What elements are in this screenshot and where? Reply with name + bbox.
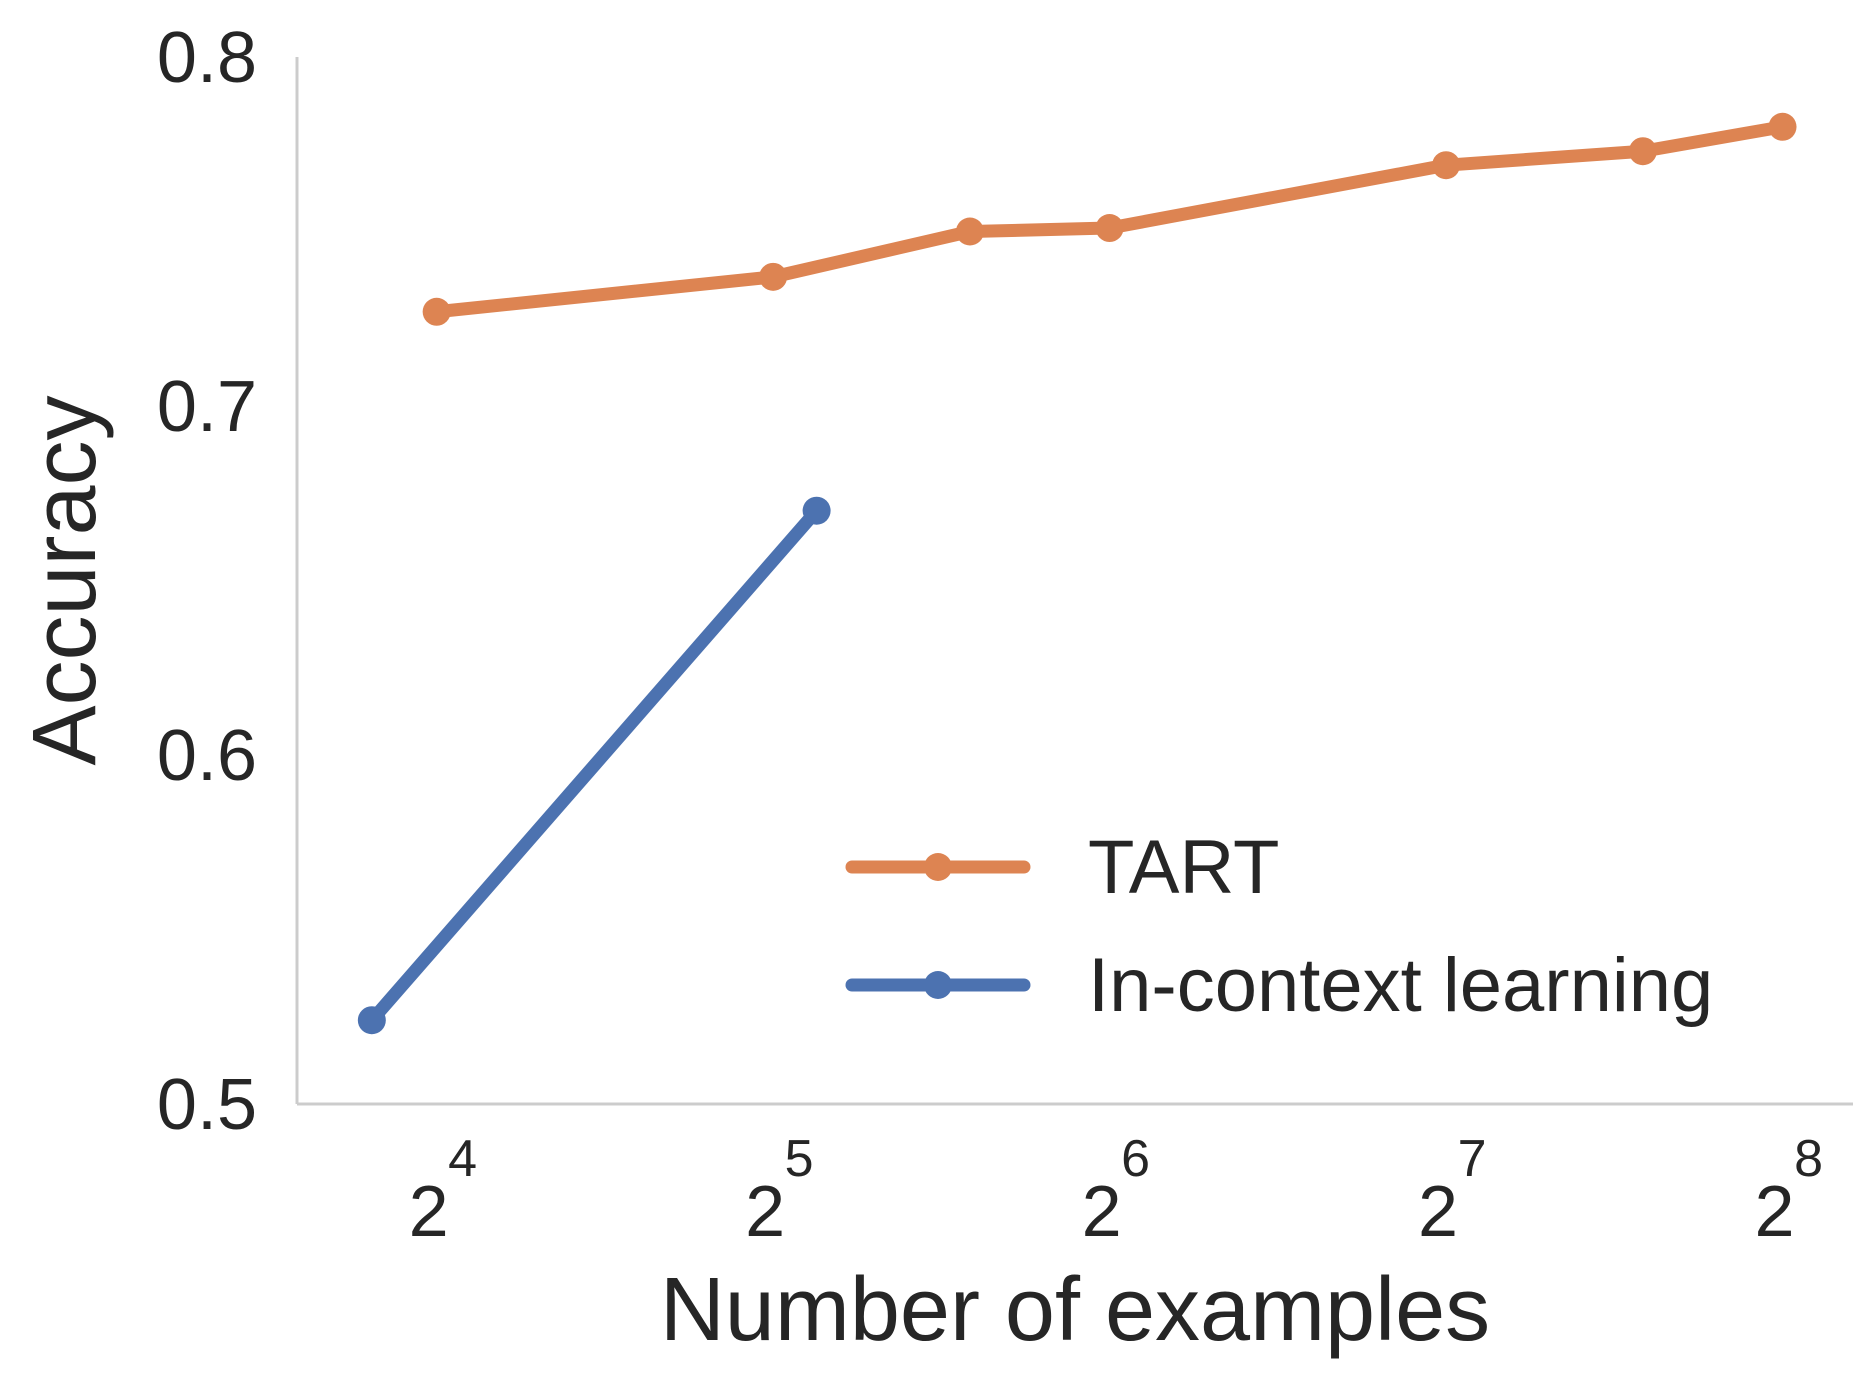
y-tick-labels: 0.5 0.6 0.7 0.8 <box>157 18 257 1145</box>
data-point <box>1768 112 1797 141</box>
x-tick-exponent: 7 <box>1458 1130 1487 1188</box>
data-point <box>1432 151 1461 180</box>
y-tick-label: 0.8 <box>157 18 257 98</box>
x-tick-label: 28 <box>1755 1130 1823 1252</box>
x-tick-exponent: 4 <box>448 1130 477 1188</box>
x-tick-exponent: 5 <box>785 1130 814 1188</box>
x-tick-label: 27 <box>1418 1130 1486 1252</box>
y-axis-title: Accuracy <box>15 395 115 765</box>
legend-swatch-marker <box>924 853 952 881</box>
series-line <box>365 504 824 1027</box>
legend-swatch-marker <box>924 971 952 999</box>
series-layer <box>357 112 1797 1035</box>
legend-label: TART <box>1088 825 1279 910</box>
data-point <box>1628 137 1657 166</box>
x-tick-base: 2 <box>745 1172 785 1252</box>
data-point <box>802 496 831 525</box>
data-point <box>422 297 451 326</box>
x-tick-base: 2 <box>1082 1172 1122 1252</box>
y-tick-label: 0.7 <box>157 367 257 447</box>
x-tick-label: 26 <box>1082 1130 1150 1252</box>
legend: TART In-context learning <box>845 825 1713 1028</box>
x-axis-title: Number of examples <box>660 1260 1490 1360</box>
legend-label: In-context learning <box>1088 943 1713 1028</box>
legend-item: In-context learning <box>845 943 1713 1028</box>
x-tick-exponent: 6 <box>1121 1130 1150 1188</box>
y-tick-label: 0.6 <box>157 716 257 796</box>
data-point <box>1095 214 1124 243</box>
series-0 <box>422 112 1797 326</box>
data-point <box>759 262 788 291</box>
series-1 <box>357 496 831 1035</box>
x-tick-exponent: 8 <box>1794 1130 1823 1188</box>
x-tick-label: 24 <box>409 1130 477 1252</box>
y-tick-label: 0.5 <box>157 1065 257 1145</box>
x-tick-base: 2 <box>1418 1172 1458 1252</box>
legend-item: TART <box>845 825 1279 910</box>
data-point <box>955 217 984 246</box>
data-point <box>357 1006 386 1035</box>
x-tick-label: 25 <box>745 1130 813 1252</box>
x-tick-base: 2 <box>409 1172 449 1252</box>
x-tick-base: 2 <box>1755 1172 1795 1252</box>
